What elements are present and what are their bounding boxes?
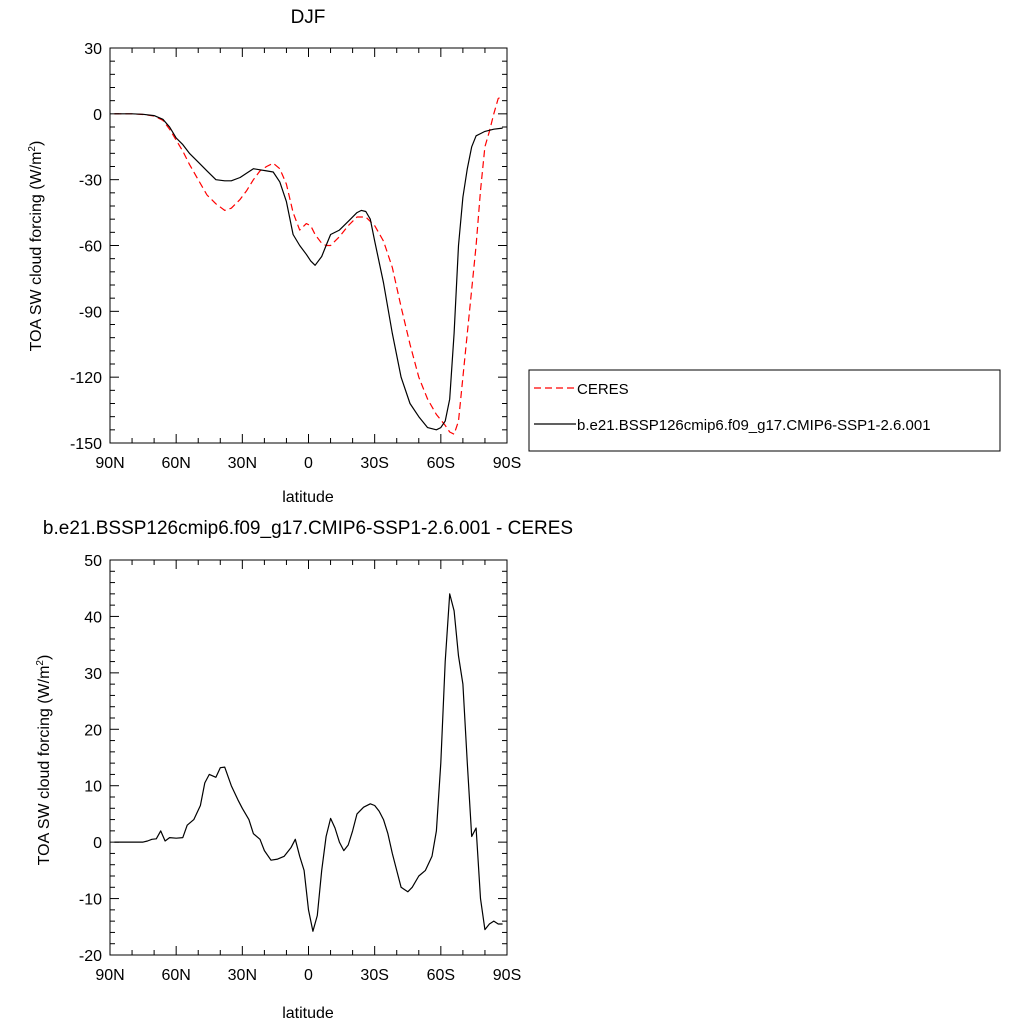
top-plot-area: 90N 60N 30N 0 30S 60S 90S 30 0 -30 -60 -90 -120 -150 (70, 41, 521, 472)
bottom-x-tick-label: 0 (304, 967, 313, 984)
top-y-tick-label: -120 (70, 370, 102, 387)
top-y-tick-label: 30 (84, 41, 102, 58)
bottom-y-tick-label: 10 (84, 779, 102, 796)
bottom-x-tick-label: 60N (161, 967, 190, 984)
top-x-tick-label: 60N (161, 455, 190, 472)
top-x-tick-label: 0 (304, 455, 313, 472)
top-x-axis-title: latitude (282, 489, 334, 506)
bottom-x-tick-label: 30N (228, 967, 257, 984)
top-series-line-ceres (114, 95, 503, 435)
bottom-series-line-series-0 (114, 593, 503, 932)
top-x-tick-label: 30S (360, 455, 388, 472)
bottom-y-tick-label: 30 (84, 666, 102, 683)
bottom-y-axis-title-end: ) (36, 655, 53, 660)
bottom-y-tick-label: -10 (79, 892, 102, 909)
top-y-axis-title-end: ) (28, 141, 45, 146)
bottom-x-tick-label: 90S (493, 967, 521, 984)
top-y-tick-label: -150 (70, 436, 102, 453)
bottom-x-tick-label: 90N (95, 967, 124, 984)
bottom-chart: b.e21.BSSP126cmip6.f09_g17.CMIP6-SSP1-2.… (35, 518, 573, 1022)
top-x-tick-label: 90N (95, 455, 124, 472)
legend: CERES b.e21.BSSP126cmip6.f09_g17.CMIP6-S… (528, 369, 1001, 452)
top-y-tick-label: 0 (93, 107, 102, 124)
bottom-y-tick-label: 50 (84, 553, 102, 570)
top-chart: DJF 90N 60N 30N 0 30S 60S 90S 30 0 -30 -60 -90 -120 -… (27, 7, 521, 506)
legend-box (528, 369, 1001, 452)
top-y-tick-label: -30 (79, 173, 102, 190)
bottom-y-axis-title-sup: 2 (35, 660, 46, 666)
bottom-chart-title: b.e21.BSSP126cmip6.f09_g17.CMIP6-SSP1-2.… (43, 518, 573, 539)
bottom-y-tick-label: 20 (84, 722, 102, 739)
legend-model-label: b.e21.BSSP126cmip6.f09_g17.CMIP6-SSP1-2.… (577, 417, 931, 434)
top-y-axis-title-sup: 2 (27, 146, 38, 152)
legend-ceres-label: CERES (577, 381, 629, 398)
top-x-tick-label: 90S (493, 455, 521, 472)
bottom-y-tick-label: -20 (79, 948, 102, 965)
top-y-tick-label: -60 (79, 239, 102, 256)
bottom-x-tick-label: 30S (360, 967, 388, 984)
bottom-x-tick-label: 60S (427, 967, 455, 984)
top-y-axis-title: TOA SW cloud forcing (W/m2) (27, 141, 45, 352)
top-y-tick-label: -90 (79, 304, 102, 321)
bottom-x-axis-title: latitude (282, 1005, 334, 1022)
bottom-y-axis-title: TOA SW cloud forcing (W/m2) (35, 655, 53, 866)
top-x-tick-label: 60S (427, 455, 455, 472)
bottom-y-tick-label: 0 (93, 835, 102, 852)
bottom-y-tick-label: 40 (84, 609, 102, 626)
top-x-tick-label: 30N (228, 455, 257, 472)
top-series-line-b-e21-bssp126cmip6-f (114, 113, 503, 431)
bottom-plot-area: 90N 60N 30N 0 30S 60S 90S 50 40 30 20 10 0 -10 -20 (79, 553, 521, 984)
top-plot-frame (109, 47, 508, 444)
bottom-y-axis-title-main: TOA SW cloud forcing (W/m (36, 666, 53, 866)
top-y-axis-title-main: TOA SW cloud forcing (W/m (28, 152, 45, 352)
top-chart-title: DJF (291, 7, 326, 28)
